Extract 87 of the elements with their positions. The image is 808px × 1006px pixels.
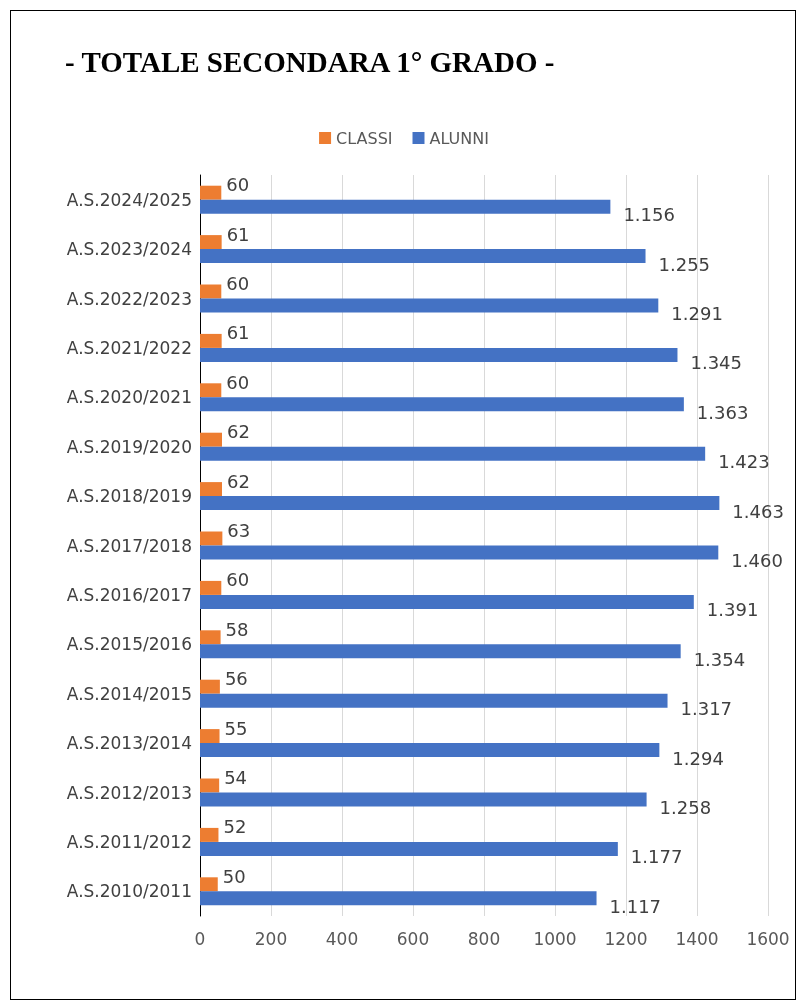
y-tick-label: A.S.2019/2020 [66,436,192,457]
y-tick-label: A.S.2012/2013 [66,782,192,803]
bar [200,792,647,807]
data-label: 62 [227,470,250,492]
data-label: 1.463 [732,500,784,522]
data-label: 1.423 [718,451,770,473]
bar [200,432,223,447]
data-label: 60 [226,273,250,294]
data-label: 52 [223,816,247,838]
legend-label: CLASSI [336,128,393,148]
data-label: 1.156 [623,204,675,226]
bar [200,877,218,892]
data-label: 60 [226,569,250,591]
legend-label: ALUNNI [429,128,489,148]
bar [200,679,220,694]
data-label: 55 [224,717,248,739]
y-tick-label: A.S.2020/2021 [66,387,192,408]
x-tick-label: 400 [325,928,359,949]
data-label: 1.354 [693,648,746,670]
data-label: 58 [225,618,249,640]
bar [200,446,706,461]
y-tick-label: A.S.2022/2023 [66,288,192,309]
bar [200,545,719,560]
data-label: 60 [226,371,250,393]
y-tick-label: A.S.2014/2015 [66,683,192,704]
bar [200,729,220,744]
bar [200,841,618,856]
data-label: 1.117 [609,895,662,917]
data-label: 1.391 [706,599,759,621]
x-tick-label: 600 [396,928,430,949]
bar [200,778,220,793]
data-label: 61 [226,322,250,344]
y-tick-label: A.S.2011/2012 [66,831,192,852]
data-label: 1.460 [731,550,783,571]
x-tick-label: 1600 [746,928,790,949]
y-tick-label: A.S.2021/2022 [66,337,192,358]
bar [200,693,668,708]
bar [200,644,681,659]
bar [200,333,222,348]
data-label: 1.177 [630,846,683,868]
bar [200,594,694,609]
data-label: 1.291 [671,303,723,324]
x-tick-label: 1200 [604,928,648,949]
data-label: 1.255 [658,253,711,275]
data-label: 1.363 [696,401,749,423]
y-tick-label: A.S.2017/2018 [66,535,192,556]
y-tick-label: A.S.2013/2014 [66,733,192,754]
data-label: 1.345 [690,352,743,374]
bar [200,743,660,758]
x-tick-label: 200 [254,928,288,949]
data-label: 1.294 [672,747,724,769]
y-tick-label: A.S.2023/2024 [66,239,192,260]
bar [200,891,597,906]
y-tick-label: A.S.2010/2011 [66,881,192,902]
data-label: 1.258 [659,797,712,818]
data-label: 60 [226,174,250,196]
bar [200,482,223,497]
data-label: 56 [224,668,248,690]
bar [200,496,720,511]
data-label: 50 [222,865,246,887]
x-tick-label: 1000 [533,928,577,949]
bar [200,235,222,250]
chart-title: - TOTALE SECONDARA 1° GRADO - [65,45,555,78]
bar [200,580,222,595]
bar [200,284,222,299]
x-tick-label: 0 [194,928,206,949]
y-tick-label: A.S.2024/2025 [66,189,192,210]
bar [200,531,223,546]
data-label: 62 [227,421,250,443]
bar [200,827,219,842]
x-tick-label: 800 [467,928,501,949]
x-tick-label: 1400 [675,928,719,949]
data-label: 54 [224,767,248,788]
bar [200,630,221,645]
bar [200,249,646,264]
y-tick-label: A.S.2016/2017 [66,584,192,605]
data-label: 63 [227,520,251,541]
y-tick-label: A.S.2018/2019 [66,486,192,507]
bar [200,185,222,200]
data-label: 1.317 [680,698,733,720]
bar [200,383,222,398]
bar [200,199,611,214]
y-tick-label: A.S.2015/2016 [66,634,192,655]
bar [200,298,659,313]
bar [200,347,678,362]
bar [200,397,684,412]
data-label: 61 [226,223,250,245]
